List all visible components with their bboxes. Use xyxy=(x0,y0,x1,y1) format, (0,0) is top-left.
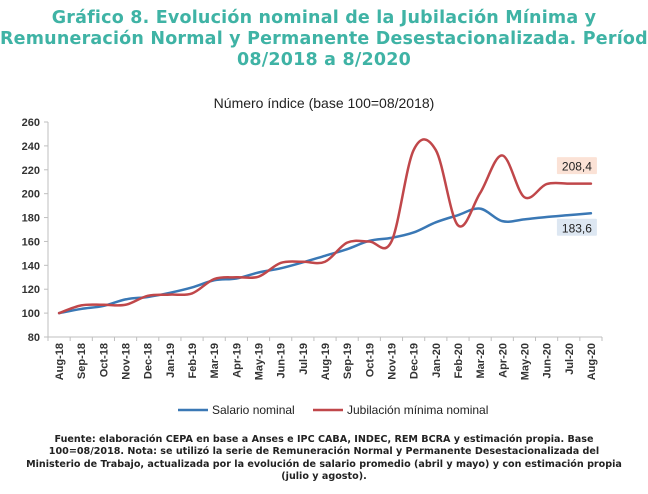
x-tick-label: Nov-18 xyxy=(121,343,133,380)
y-tick-label: 240 xyxy=(22,141,40,153)
end-label-box xyxy=(556,218,597,236)
y-tick-label: 200 xyxy=(22,189,40,201)
title-line-2: Remuneración Normal y Permanente Desesta… xyxy=(0,29,648,49)
x-tick-label: Mar-20 xyxy=(475,343,487,378)
x-tick-label: Jun-20 xyxy=(542,343,554,378)
x-tick-label: Sep-19 xyxy=(342,343,354,379)
x-tick-label: Jul-19 xyxy=(298,343,310,375)
x-tick-label: May-19 xyxy=(254,343,266,380)
x-tick-label: Jun-19 xyxy=(276,343,288,378)
x-tick-label: Mar-19 xyxy=(209,343,221,378)
x-tick-label: Aug-20 xyxy=(586,343,598,380)
x-tick-label: Oct-19 xyxy=(364,343,376,377)
legend-label: Jubilación mínima nominal xyxy=(347,403,488,417)
footnote-line-3: Ministerio de Trabajo, actualizada por l… xyxy=(26,458,622,470)
x-tick-label: Dec-19 xyxy=(409,343,421,379)
chart-title: Gráfico 8. Evolución nominal de la Jubil… xyxy=(0,8,648,71)
series-line-jubilacion-minima xyxy=(57,138,593,315)
chart-subtitle: Número índice (base 100=08/2018) xyxy=(213,95,435,111)
x-tick-label: Dec-18 xyxy=(143,343,155,379)
y-tick-label: 140 xyxy=(22,260,40,272)
y-tick-label: 260 xyxy=(22,117,40,129)
x-tick-label: Aug-18 xyxy=(54,343,66,380)
footnote-line-1: Fuente: elaboración CEPA en base a Anses… xyxy=(54,434,594,445)
y-tick-label: 220 xyxy=(22,165,40,177)
y-tick-label: 160 xyxy=(22,236,40,248)
y-tick-label: 80 xyxy=(28,332,40,344)
y-tick-label: 120 xyxy=(22,284,40,296)
x-tick-label: Apr-20 xyxy=(497,343,509,378)
title-line-1: Gráfico 8. Evolución nominal de la Jubil… xyxy=(51,8,597,28)
legend-label: Salario nominal xyxy=(212,403,295,417)
x-tick-label: Jan-19 xyxy=(165,343,177,378)
y-tick-label: 180 xyxy=(22,213,40,225)
x-tick-label: Nov-19 xyxy=(386,343,398,380)
x-tick-label: Oct-18 xyxy=(98,343,110,377)
x-tick-label: Aug-19 xyxy=(320,343,332,380)
x-tick-label: Feb-20 xyxy=(453,343,465,378)
title-line-3: 08/2018 a 8/2020 xyxy=(237,50,411,70)
footnote: Fuente: elaboración CEPA en base a Anses… xyxy=(20,434,628,484)
x-tick-label: Jul-20 xyxy=(564,343,576,375)
x-tick-label: Feb-19 xyxy=(187,343,199,378)
end-value-label: 183,6 xyxy=(562,221,592,235)
footnote-line-4: (julio y agosto). xyxy=(281,471,367,483)
footnote-line-2: 100=08/2018. Nota: se utilizó la serie d… xyxy=(48,446,600,458)
end-label-box xyxy=(556,157,597,175)
x-tick-label: Apr-19 xyxy=(231,343,243,378)
end-value-label: 208,4 xyxy=(562,160,592,174)
x-tick-label: Sep-18 xyxy=(76,343,88,379)
x-tick-label: Jan-20 xyxy=(431,343,443,378)
x-tick-label: May-20 xyxy=(519,343,531,380)
y-tick-label: 100 xyxy=(22,308,40,320)
